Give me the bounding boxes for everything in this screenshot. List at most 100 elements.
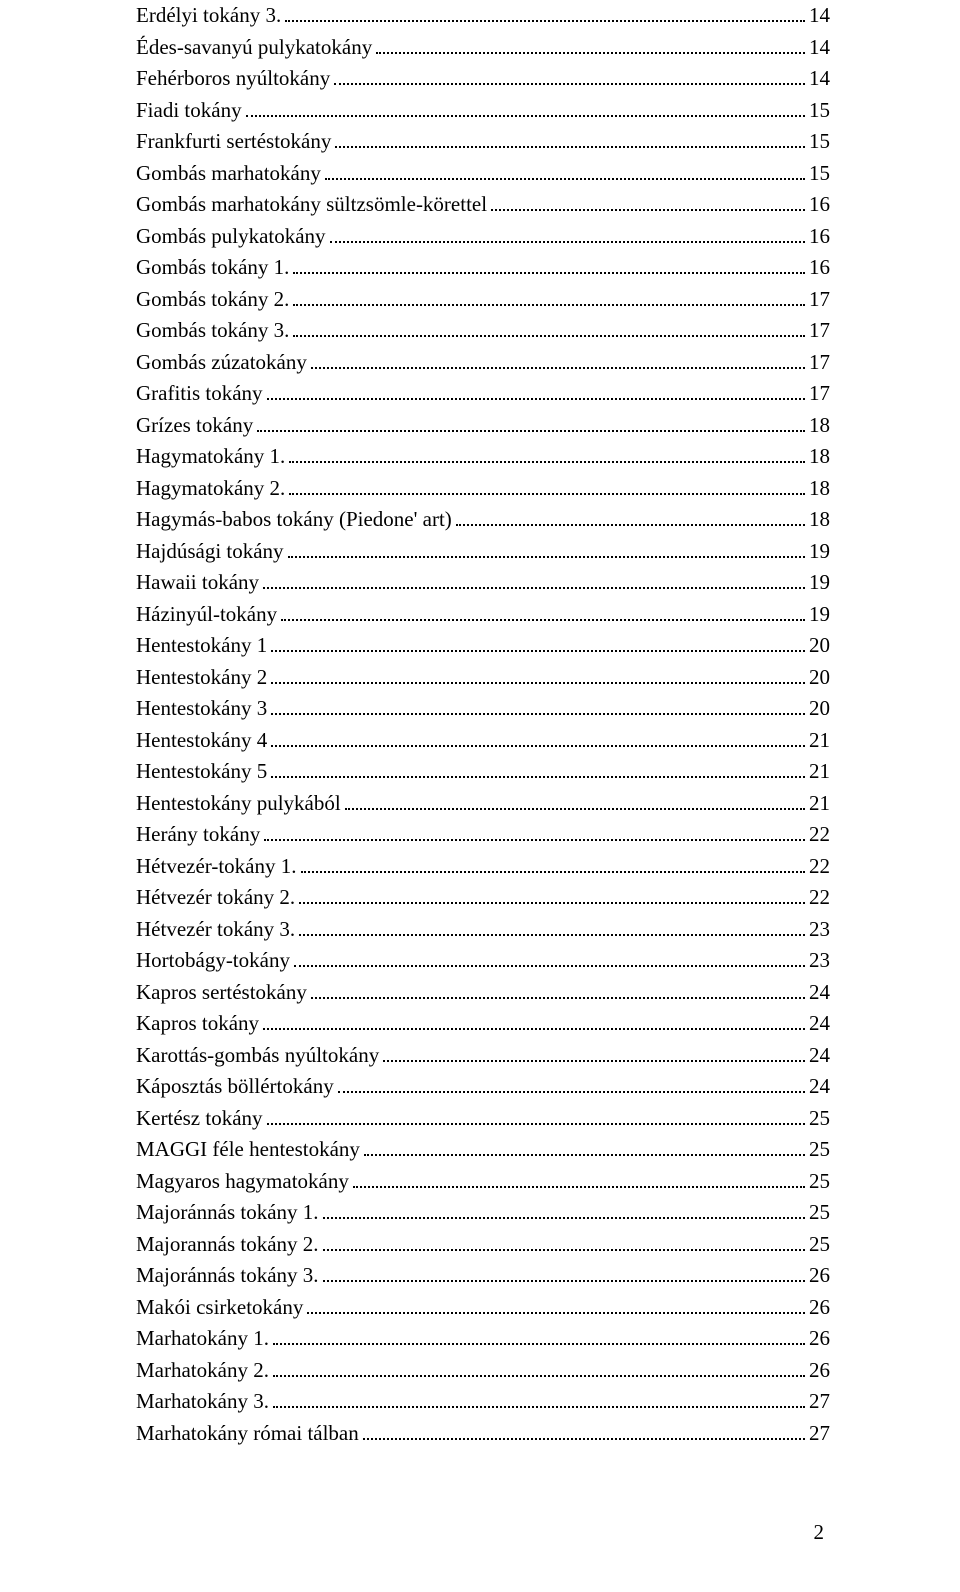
toc-entry-label: Fiadi tokány (136, 95, 242, 127)
toc-leader-dots (301, 871, 805, 873)
toc-leader-dots (293, 304, 805, 306)
toc-entry: Fiadi tokány15 (136, 95, 830, 127)
toc-entry-page: 14 (809, 32, 830, 64)
toc-entry-page: 18 (809, 504, 830, 536)
toc-entry-page: 18 (809, 441, 830, 473)
toc-entry: Majorannás tokány 2.25 (136, 1229, 830, 1261)
toc-entry-label: Gombás tokány 1. (136, 252, 289, 284)
toc-entry: Majoránnás tokány 1.25 (136, 1197, 830, 1229)
toc-leader-dots (267, 1123, 805, 1125)
toc-entry-page: 26 (809, 1355, 830, 1387)
toc-leader-dots (353, 1186, 805, 1188)
toc-entry: Hentestokány pulykából21 (136, 788, 830, 820)
toc-entry-page: 14 (809, 0, 830, 32)
toc-leader-dots (263, 587, 805, 589)
toc-entry-label: Hawaii tokány (136, 567, 259, 599)
toc-leader-dots (289, 461, 805, 463)
toc-entry: Kapros tokány 24 (136, 1008, 830, 1040)
toc-leader-dots (335, 146, 805, 148)
toc-entry: Marhatokány 2. 26 (136, 1355, 830, 1387)
toc-leader-dots (293, 335, 805, 337)
toc-leader-dots (285, 20, 805, 22)
toc-entry-label: Magyaros hagymatokány (136, 1166, 349, 1198)
toc-entry-label: Marhatokány római tálban (136, 1418, 359, 1450)
toc-entry-label: Hétvezér tokány 3. (136, 914, 295, 946)
toc-entry: Marhatokány római tálban27 (136, 1418, 830, 1450)
toc-entry-label: Karottás-gombás nyúltokány (136, 1040, 379, 1072)
toc-entry: Kapros sertéstokány 24 (136, 977, 830, 1009)
toc-entry: Hortobágy-tokány23 (136, 945, 830, 977)
toc-leader-dots (383, 1060, 805, 1062)
toc-entry-label: Hentestokány pulykából (136, 788, 341, 820)
toc-entry: Gombás tokány 1. 16 (136, 252, 830, 284)
toc-entry: Grízes tokány18 (136, 410, 830, 442)
toc-entry-label: Herány tokány (136, 819, 260, 851)
toc-entry-page: 22 (809, 882, 830, 914)
toc-leader-dots (299, 934, 805, 936)
toc-leader-dots (273, 1343, 805, 1345)
toc-entry-label: Marhatokány 1. (136, 1323, 269, 1355)
toc-entry-label: Gombás marhatokány (136, 158, 321, 190)
toc-entry-label: Gombás pulykatokány (136, 221, 326, 253)
toc-leader-dots (271, 713, 805, 715)
toc-leader-dots (263, 1028, 805, 1030)
toc-leader-dots (307, 1312, 805, 1314)
toc-entry: Gombás tokány 3.17 (136, 315, 830, 347)
toc-entry-page: 16 (809, 221, 830, 253)
toc-entry-page: 25 (809, 1103, 830, 1135)
toc-entry: Hentestokány 421 (136, 725, 830, 757)
toc-entry-label: Gombás tokány 2. (136, 284, 289, 316)
toc-entry-label: Hagymatokány 1. (136, 441, 285, 473)
toc-leader-dots (376, 52, 805, 54)
page-number: 2 (814, 1517, 825, 1549)
toc-entry: Káposztás böllértokány24 (136, 1071, 830, 1103)
toc-entry: Hajdúsági tokány19 (136, 536, 830, 568)
toc-leader-dots (323, 1217, 805, 1219)
toc-entry: Gombás pulykatokány 16 (136, 221, 830, 253)
toc-entry-page: 24 (809, 1008, 830, 1040)
toc-entry: Hentestokány 320 (136, 693, 830, 725)
toc-entry-page: 23 (809, 914, 830, 946)
toc-leader-dots (271, 650, 805, 652)
toc-leader-dots (299, 902, 805, 904)
toc-entry-label: Majoránnás tokány 3. (136, 1260, 319, 1292)
toc-entry-label: Kapros tokány (136, 1008, 259, 1040)
toc-entry: Marhatokány 1.26 (136, 1323, 830, 1355)
toc-entry-label: Hentestokány 3 (136, 693, 267, 725)
toc-entry-label: Hagymás-babos tokány (Piedone' art) (136, 504, 452, 536)
toc-entry-page: 16 (809, 252, 830, 284)
toc-leader-dots (294, 965, 805, 967)
toc-entry: Gombás tokány 2. 17 (136, 284, 830, 316)
toc-entry-page: 14 (809, 63, 830, 95)
toc-entry: Gombás marhatokány sültzsömle-körettel16 (136, 189, 830, 221)
toc-entry-label: MAGGI féle hentestokány (136, 1134, 360, 1166)
toc-entry: Hétvezér-tokány 1.22 (136, 851, 830, 883)
toc-entry-page: 16 (809, 189, 830, 221)
toc-entry-label: Marhatokány 2. (136, 1355, 269, 1387)
toc-entry: Hentestokány 220 (136, 662, 830, 694)
toc-leader-dots (311, 367, 805, 369)
toc-entry-page: 27 (809, 1386, 830, 1418)
toc-leader-dots (323, 1280, 805, 1282)
toc-entry-page: 24 (809, 977, 830, 1009)
toc-entry: Magyaros hagymatokány25 (136, 1166, 830, 1198)
toc-entry: Hétvezér tokány 3. 23 (136, 914, 830, 946)
toc-entry-page: 19 (809, 599, 830, 631)
toc-entry-label: Kapros sertéstokány (136, 977, 307, 1009)
toc-entry-page: 19 (809, 536, 830, 568)
toc-entry-page: 22 (809, 819, 830, 851)
toc-entry-page: 17 (809, 284, 830, 316)
toc-leader-dots (323, 1249, 805, 1251)
toc-entry-page: 15 (809, 158, 830, 190)
toc-leader-dots (345, 808, 805, 810)
toc-entry-label: Hentestokány 4 (136, 725, 267, 757)
toc-entry-label: Hentestokány 5 (136, 756, 267, 788)
toc-entry: Gombás zúzatokány17 (136, 347, 830, 379)
toc-entry-page: 18 (809, 473, 830, 505)
toc-leader-dots (330, 241, 805, 243)
toc-entry-label: Erdélyi tokány 3. (136, 0, 281, 32)
toc-leader-dots (456, 524, 805, 526)
toc-entry: Hagymatokány 1. 18 (136, 441, 830, 473)
toc-leader-dots (325, 178, 805, 180)
toc-entry-page: 26 (809, 1292, 830, 1324)
